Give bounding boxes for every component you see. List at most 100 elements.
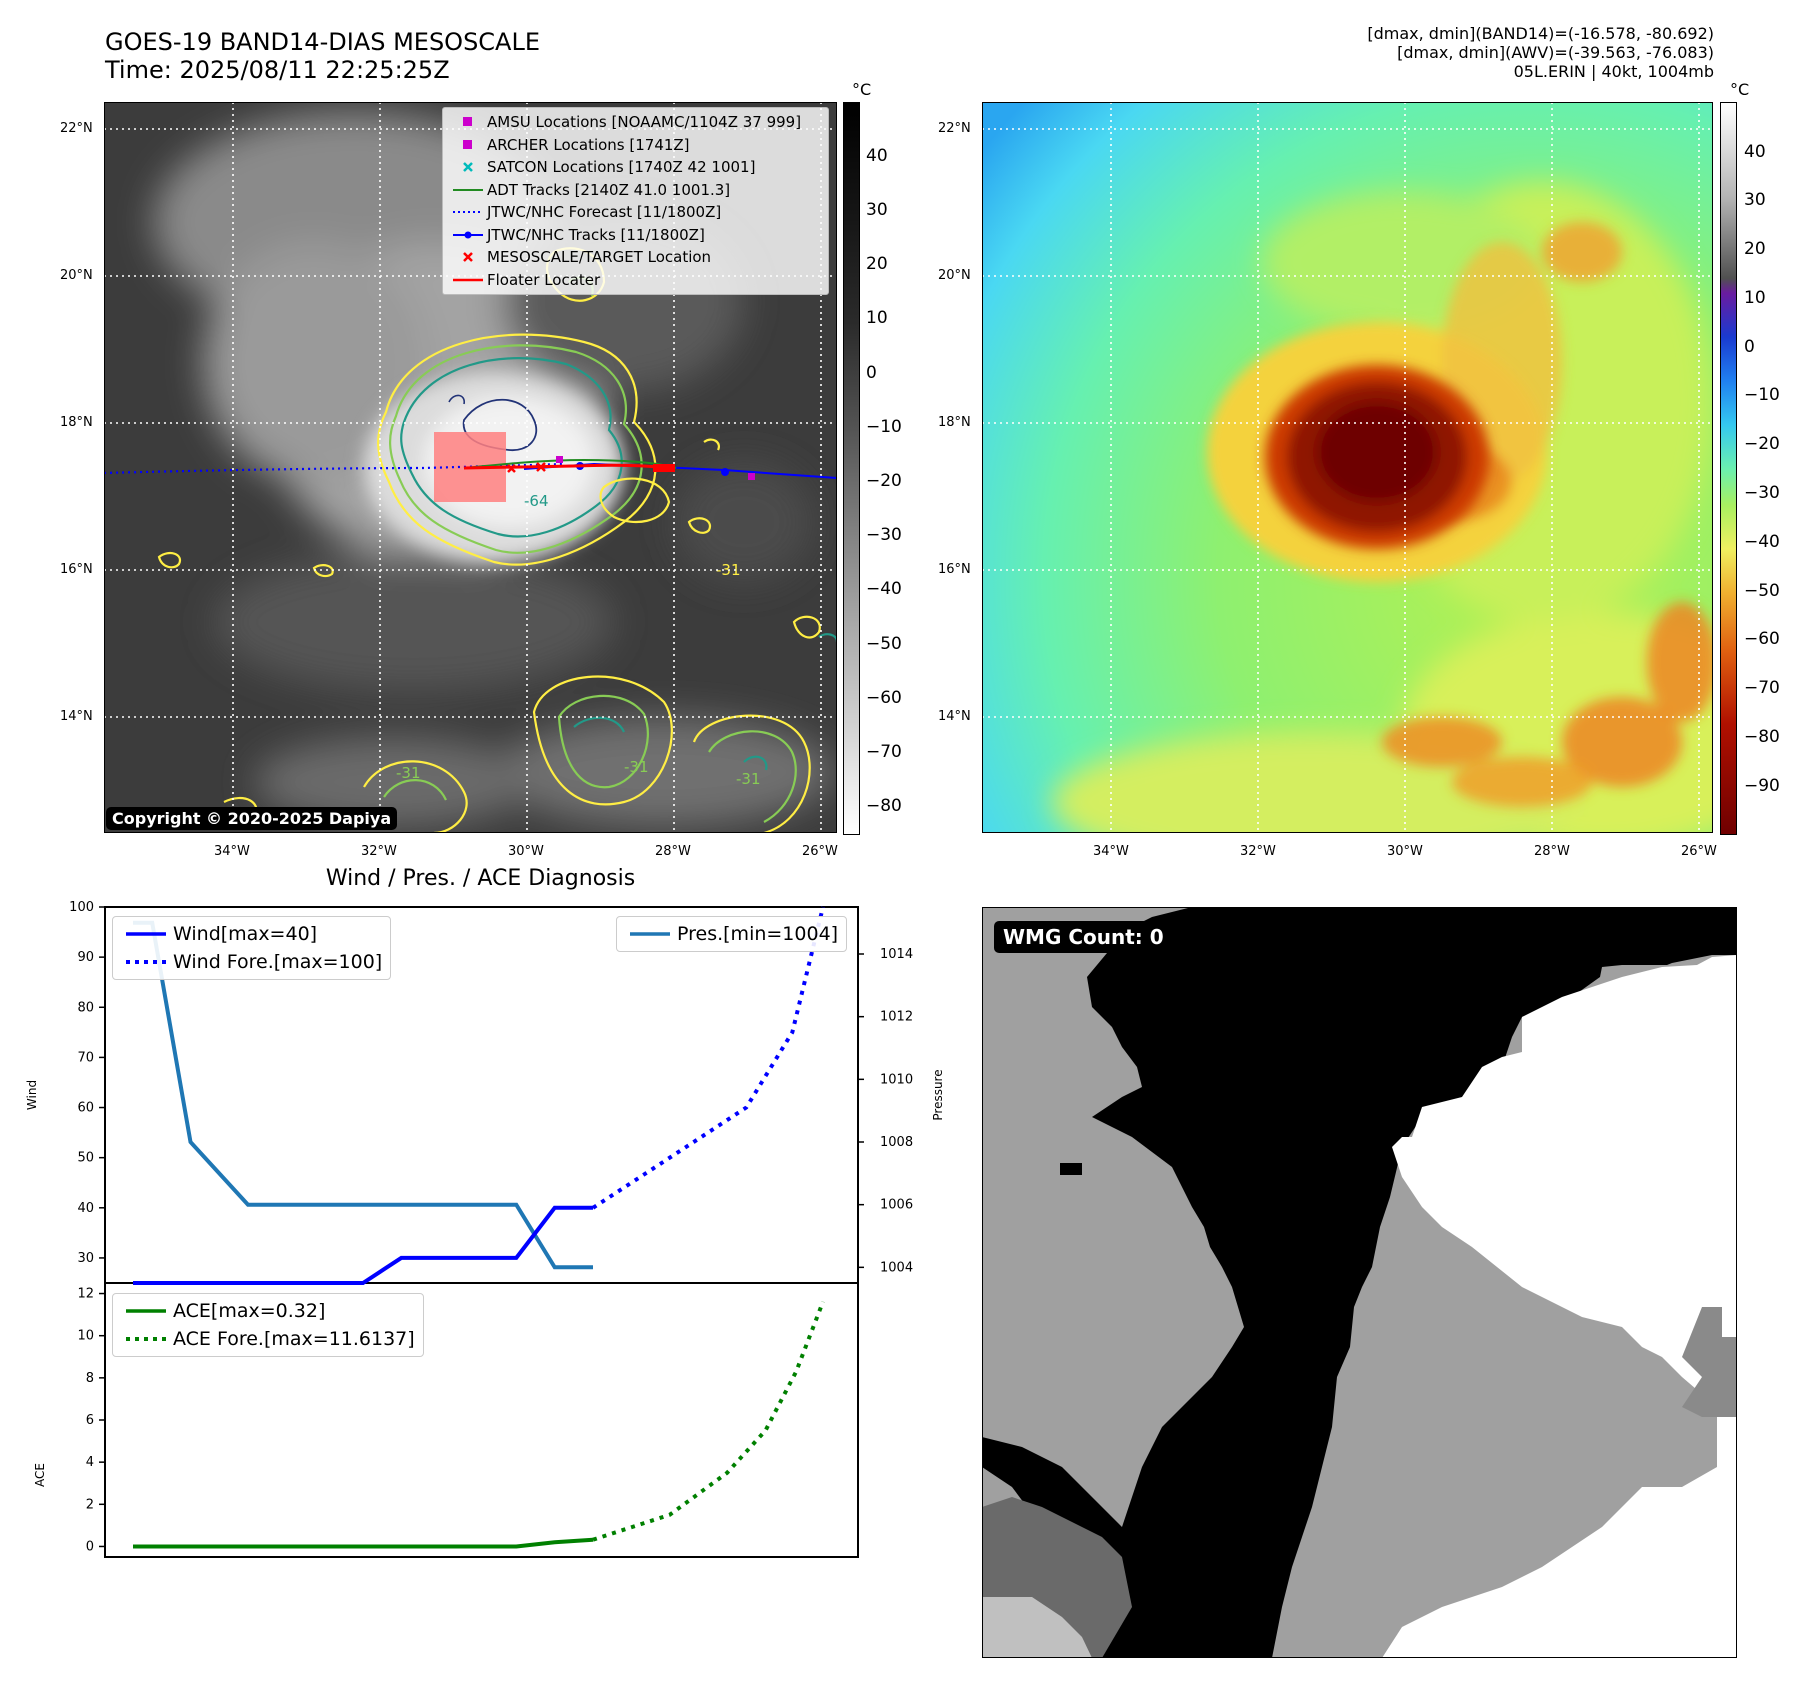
- pressure-axis: 1004 1006 1008 1010 1012 1014: [858, 947, 913, 1275]
- cb-tick: −30: [1744, 483, 1780, 503]
- cb-tick: 40: [1744, 142, 1766, 162]
- green-line-icon: [119, 1308, 173, 1314]
- figure-title: GOES-19 BAND14-DIAS MESOSCALE Time: 2025…: [105, 28, 540, 84]
- ir-satellite-map[interactable]: -64 -31 -31 -31 -31: [104, 102, 837, 833]
- cb-tick: 0: [1744, 337, 1755, 357]
- blue-line-icon: [119, 931, 173, 937]
- intensity-info: [dmax, dmin](BAND14)=(-16.578, -80.692) …: [1367, 24, 1714, 81]
- contour-label: -31: [736, 770, 761, 788]
- y-tick-label: 2: [86, 1497, 94, 1512]
- cb-tick: 20: [1744, 239, 1766, 259]
- wmg-count-badge: WMG Count: 0: [994, 921, 1173, 953]
- wv-map-frame: [982, 102, 1713, 833]
- legend-label: JTWC/NHC Tracks [11/1800Z]: [487, 225, 705, 244]
- cb-tick: 30: [866, 200, 888, 220]
- series-wind: [133, 1205, 593, 1285]
- storm-summary: 05L.ERIN | 40kt, 1004mb: [1513, 62, 1714, 81]
- cb-tick: 10: [1744, 288, 1766, 308]
- figure-title-line1: GOES-19 BAND14-DIAS MESOSCALE: [105, 28, 541, 56]
- target-x-marker: [507, 464, 516, 473]
- figure-title-line2: Time: 2025/08/11 22:25:25Z: [105, 56, 450, 84]
- cb-tick: −30: [866, 525, 902, 545]
- wv-lat-label: 18°N: [938, 415, 971, 430]
- wv-storm-core: [1265, 365, 1489, 549]
- cb-tick: 40: [866, 146, 888, 166]
- wv-map-svg: [982, 102, 1713, 833]
- cb-tick: −40: [1744, 532, 1780, 552]
- contour-label: -31: [624, 758, 649, 776]
- series-wind-fore: [591, 906, 825, 1210]
- green-dotted-line-icon: [119, 1336, 173, 1342]
- wv-satellite-map[interactable]: [982, 102, 1713, 833]
- legend-label: Floater Locater: [487, 270, 601, 289]
- steelblue-line-icon: [623, 931, 677, 937]
- y-tick-label: 70: [77, 1050, 94, 1065]
- ir-lat-label: 22°N: [60, 121, 93, 136]
- series-ace-fore: [592, 1300, 825, 1542]
- legend-label: ACE[max=0.32]: [173, 1300, 326, 1322]
- y-tick-label: 60: [77, 1101, 94, 1116]
- forecast-track: [104, 462, 565, 475]
- y-tick-label: 1014: [880, 947, 913, 962]
- wv-lat-label: 16°N: [938, 562, 971, 577]
- y-tick-label: 1010: [880, 1072, 913, 1087]
- wv-lon-label: 32°W: [1240, 844, 1276, 859]
- wmg-svg: [982, 907, 1737, 1658]
- wv-lon-label: 26°W: [1681, 844, 1717, 859]
- legend-row-satcon: SATCON Locations [1740Z 42 1001]: [443, 156, 828, 179]
- ir-contours: [157, 247, 837, 833]
- y-tick-label: 40: [77, 1201, 94, 1216]
- wmg-white-region: [1382, 955, 1737, 1658]
- ir-lat-label: 14°N: [60, 709, 93, 724]
- magenta-square-icon: [449, 117, 487, 127]
- wv-colorbar: [1720, 102, 1737, 835]
- legend-label: JTWC/NHC Forecast [11/1800Z]: [487, 203, 722, 222]
- wmg-black-region: [982, 907, 1737, 1658]
- wv-lat-label: 14°N: [938, 709, 971, 724]
- y-tick-label: 1006: [880, 1198, 913, 1213]
- cb-tick: 20: [866, 254, 888, 274]
- red-line-icon: [449, 277, 487, 283]
- legend-label: ARCHER Locations [1741Z]: [487, 135, 690, 154]
- wind-axis: 30 40 50 60 70 80 90 100: [69, 900, 105, 1266]
- floater-locater-marker: [653, 464, 675, 472]
- cb-tick: −90: [1744, 776, 1780, 796]
- ir-lat-label: 20°N: [60, 268, 93, 283]
- wmg-map[interactable]: WMG Count: 0: [982, 907, 1737, 1658]
- ir-lon-label: 30°W: [508, 844, 544, 859]
- ir-map-frame: [104, 102, 837, 833]
- y-tick-label: 100: [69, 900, 94, 915]
- legend-row-amsu: AMSU Locations [NOAAMC/1104Z 37 999]: [443, 111, 828, 134]
- y-tick-label: 12: [77, 1287, 94, 1302]
- archer-marker: [556, 456, 563, 463]
- cb-tick: 10: [866, 308, 888, 328]
- cb-tick: −40: [866, 579, 902, 599]
- band14-range: [dmax, dmin](BAND14)=(-16.578, -80.692): [1367, 24, 1714, 43]
- ir-lat-label: 18°N: [60, 415, 93, 430]
- y-tick-label: 30: [77, 1251, 94, 1266]
- legend-row-floater: Floater Locater: [443, 269, 828, 292]
- y-tick-label: 50: [77, 1151, 94, 1166]
- ace-axis: 0 2 4 6 8 10 12: [77, 1287, 105, 1554]
- cb-tick: −20: [1744, 434, 1780, 454]
- cb-tick: −80: [1744, 727, 1780, 747]
- wv-lon-label: 30°W: [1387, 844, 1423, 859]
- y-tick-label: 4: [86, 1455, 94, 1470]
- cb-tick: −60: [866, 688, 902, 708]
- y-tick-label: 1012: [880, 1010, 913, 1025]
- legend-row-ace-forecast: ACE Fore.[max=11.6137]: [113, 1325, 423, 1353]
- awv-range: [dmax, dmin](AWV)=(-39.563, -76.083): [1397, 43, 1714, 62]
- legend-label: SATCON Locations [1740Z 42 1001]: [487, 158, 756, 177]
- wv-colorbar-ticks: 40 30 20 10 0 −10 −20 −30 −40 −50 −60 −7…: [1744, 102, 1794, 833]
- ir-lon-label: 26°W: [802, 844, 838, 859]
- pressure-axis-label: Pressure: [931, 1069, 945, 1120]
- cb-tick: −80: [866, 796, 902, 816]
- legend-label: ADT Tracks [2140Z 41.0 1001.3]: [487, 180, 731, 199]
- target-x-marker: [536, 462, 546, 472]
- copyright-label: Copyright © 2020-2025 Dapiya: [106, 807, 398, 830]
- legend-label: Wind[max=40]: [173, 923, 318, 945]
- legend-row-ace: ACE[max=0.32]: [113, 1297, 423, 1325]
- y-tick-label: 10: [77, 1329, 94, 1344]
- ir-lon-label: 34°W: [214, 844, 250, 859]
